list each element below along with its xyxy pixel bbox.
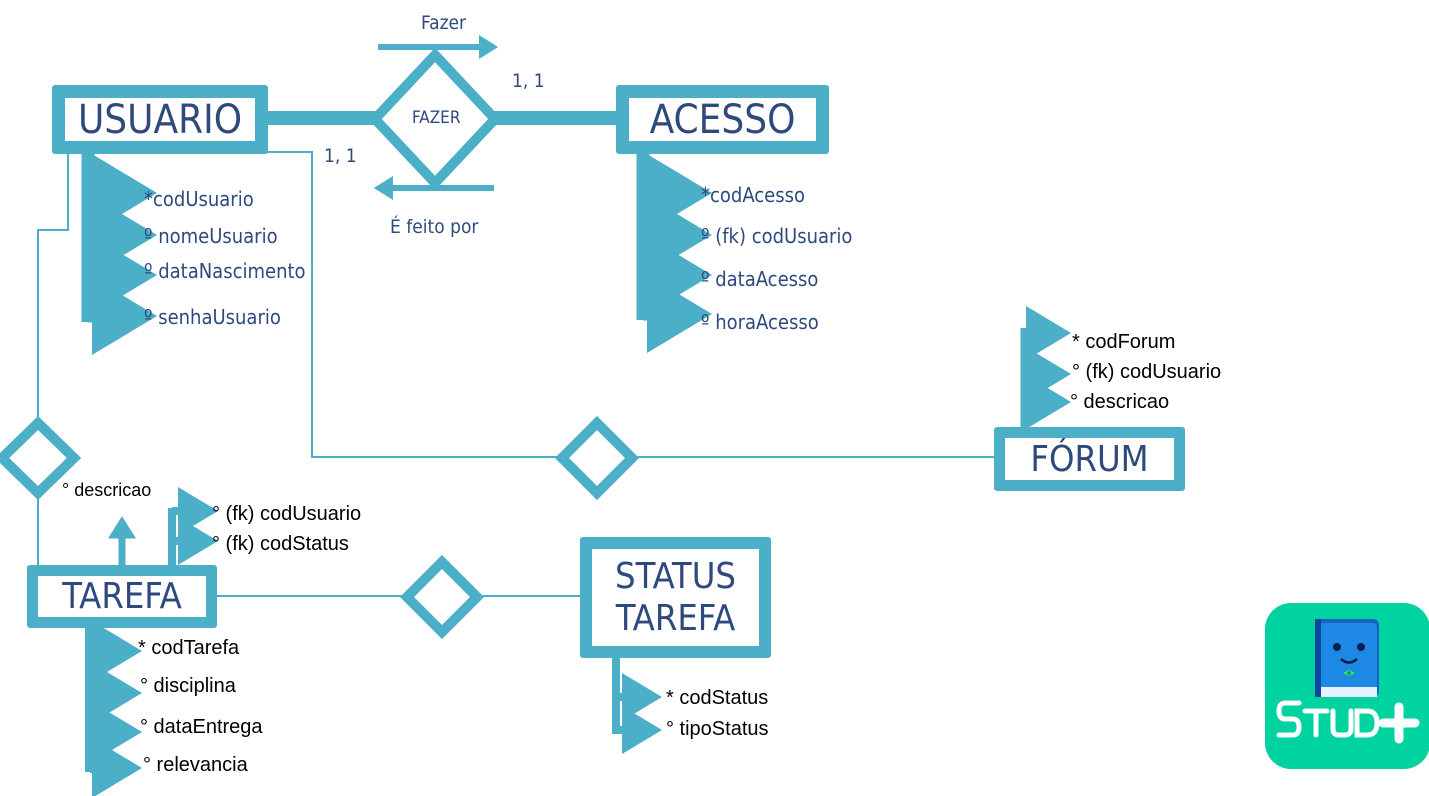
usuario-tarefa-diamond bbox=[0, 416, 82, 500]
entity-status-label-1: STATUS bbox=[615, 555, 736, 597]
tarefa-fk-bracket bbox=[168, 487, 218, 566]
usuario-attr-2: º nomeUsuario bbox=[144, 224, 278, 248]
acesso-attr-1: *codAcesso bbox=[701, 183, 805, 207]
acesso-attr-2: º (fk) codUsuario bbox=[701, 224, 853, 248]
forum-attr-bracket bbox=[1020, 306, 1071, 429]
tarefa-attr-bracket bbox=[85, 621, 142, 796]
entity-usuario: USUARIO bbox=[52, 85, 268, 154]
forum-attr-3: ° descricao bbox=[1070, 391, 1170, 413]
usuario-forum-diamond bbox=[554, 415, 640, 501]
cardinality-acesso: 1, 1 bbox=[512, 70, 545, 92]
tarefa-descricao: ° descricao bbox=[62, 480, 152, 500]
tarefa-attr-3: ° dataEntrega bbox=[140, 716, 263, 738]
fazer-arrow-label: Fazer bbox=[421, 12, 467, 34]
feito-por-arrow-label: É feito por bbox=[390, 216, 479, 238]
fazer-diamond bbox=[368, 47, 502, 191]
fazer-diamond-label: FAZER bbox=[412, 108, 461, 128]
entity-forum-label: FÓRUM bbox=[1030, 438, 1149, 480]
entity-usuario-label: USUARIO bbox=[77, 96, 243, 143]
entity-acesso: ACESSO bbox=[616, 85, 829, 154]
status-attr-1: * codStatus bbox=[666, 687, 769, 709]
usuario-attr-1: *codUsuario bbox=[144, 187, 254, 211]
usuario-attr-3: º dataNascimento bbox=[144, 259, 306, 283]
acesso-attr-bracket bbox=[636, 148, 712, 353]
tarefa-attr-2: ° disciplina bbox=[140, 675, 236, 697]
entity-status-label-2: TAREFA bbox=[615, 597, 736, 639]
status-attr-2: ° tipoStatus bbox=[666, 718, 769, 740]
logo-wordmark bbox=[1276, 700, 1420, 744]
tarefa-fk-attr-1: ° (fk) codUsuario bbox=[212, 503, 362, 525]
cardinality-usuario: 1, 1 bbox=[324, 145, 357, 167]
usuario-attr-bracket bbox=[81, 148, 157, 355]
tarefa-status-diamond bbox=[399, 554, 485, 640]
book-mascot-icon bbox=[1315, 619, 1379, 697]
tarefa-fk-attr-2: ° (fk) codStatus bbox=[212, 533, 349, 555]
usuario-attr-4: º senhaUsuario bbox=[144, 305, 281, 329]
entity-status-tarefa: STATUS TAREFA bbox=[580, 537, 771, 658]
entity-tarefa-label: TAREFA bbox=[62, 576, 182, 617]
tarefa-attr-4: ° relevancia bbox=[143, 754, 248, 776]
tarefa-attr-1: * codTarefa bbox=[138, 637, 240, 659]
usuario-tarefa-link bbox=[37, 150, 69, 570]
acesso-attr-3: º dataAcesso bbox=[701, 267, 819, 291]
forum-attr-1: * codForum bbox=[1072, 331, 1176, 353]
status-attr-bracket bbox=[612, 654, 662, 754]
forum-attr-2: ° (fk) codUsuario bbox=[1072, 361, 1222, 383]
acesso-attr-4: º horaAcesso bbox=[701, 310, 819, 334]
usuario-forum-link bbox=[262, 151, 560, 458]
stud-logo: STUD+ bbox=[1265, 603, 1429, 769]
entity-acesso-label: ACESSO bbox=[649, 96, 796, 143]
entity-forum: FÓRUM bbox=[994, 427, 1185, 491]
entity-tarefa: TAREFA bbox=[27, 565, 217, 628]
